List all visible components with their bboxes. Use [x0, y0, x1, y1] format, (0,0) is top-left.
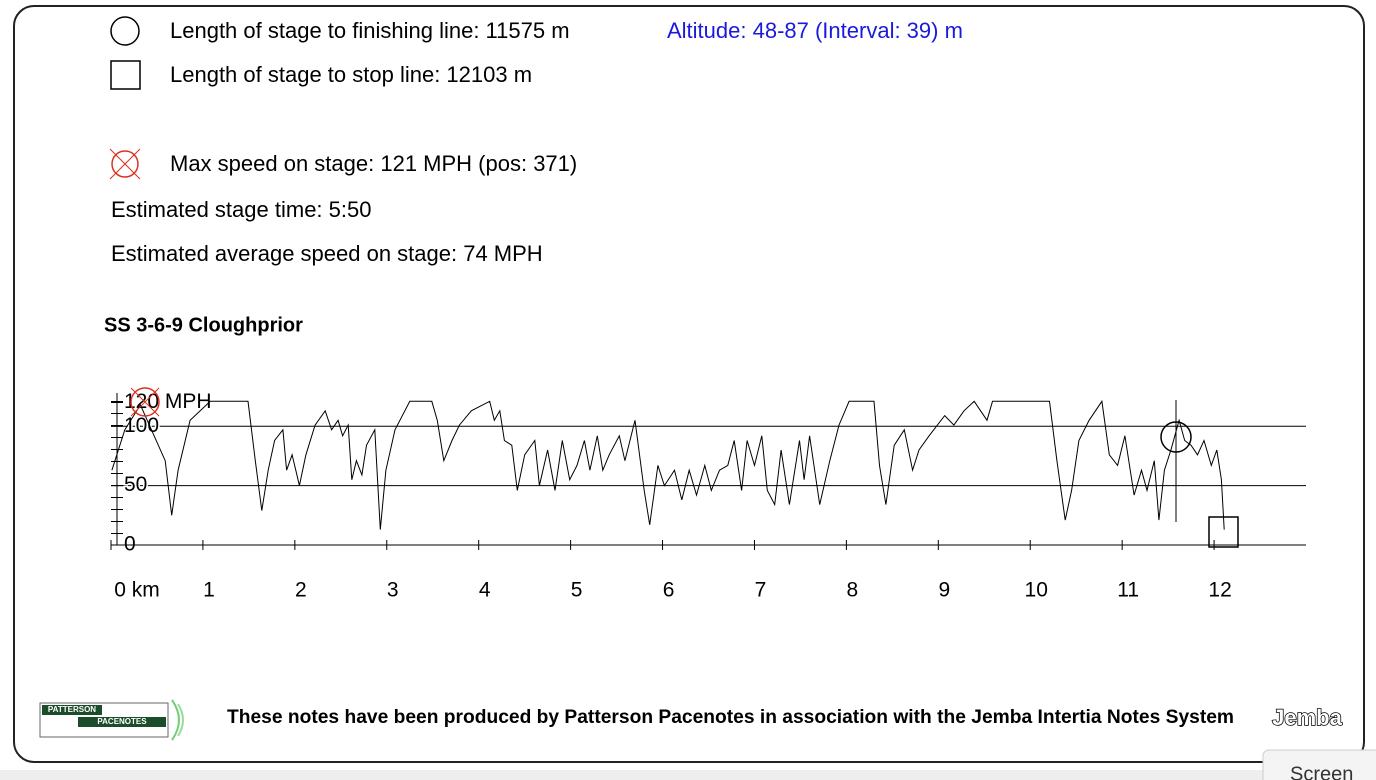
x-tick-label: 3 — [387, 579, 399, 602]
x-tick-label: 8 — [847, 579, 859, 602]
x-tick-label: 1 — [203, 579, 215, 602]
credit-text: These notes have been produced by Patter… — [227, 707, 1234, 728]
altitude-text: Altitude: 48-87 (Interval: 39) m — [667, 18, 963, 43]
page-frame — [13, 5, 1365, 763]
screen-button-label[interactable]: Screen — [1290, 763, 1353, 780]
stop-marker — [1208, 516, 1239, 548]
logo-text: PATTERSON — [48, 705, 96, 714]
x-tick-label: 6 — [663, 579, 675, 602]
y-tick-label: 100 — [124, 414, 159, 437]
x-tick-label: 11 — [1117, 579, 1139, 602]
speed-line — [111, 399, 1225, 530]
x-tick-label: 4 — [479, 579, 491, 602]
x-tick-label: 2 — [295, 579, 307, 602]
screen-button[interactable] — [1262, 749, 1376, 780]
max-speed-icon — [109, 148, 141, 180]
finish-text: Length of stage to finishing line: 11575… — [170, 18, 570, 43]
x-tick-label: 7 — [755, 579, 767, 602]
finish-marker — [1160, 421, 1192, 453]
stage-time-text: Estimated stage time: 5:50 — [111, 197, 371, 222]
bottom-bar — [0, 770, 1376, 780]
x-tick-label: 12 — [1208, 579, 1231, 602]
logo-text: PACENOTES — [97, 717, 147, 726]
avg-speed-text: Estimated average speed on stage: 74 MPH — [111, 241, 543, 266]
x-tick-label: 0 km — [114, 579, 160, 602]
stop-text: Length of stage to stop line: 12103 m — [170, 62, 532, 87]
y-tick-label: 50 — [124, 473, 147, 496]
finish-icon — [110, 16, 140, 46]
stop-icon — [110, 60, 141, 90]
x-tick-label: 10 — [1025, 579, 1048, 602]
x-tick-label: 5 — [571, 579, 583, 602]
max-speed-text: Max speed on stage: 121 MPH (pos: 371) — [170, 151, 577, 176]
y-tick-label: 0 — [124, 533, 136, 556]
y-tick-label: 120 MPH — [124, 390, 212, 413]
x-tick-label: 9 — [938, 579, 950, 602]
jemba-logo: Jemba — [1272, 705, 1342, 730]
max-speed-marker — [130, 387, 160, 417]
patterson-logo: PATTERSON PACENOTES — [39, 699, 184, 741]
chart-title: SS 3-6-9 Cloughprior — [104, 314, 303, 336]
